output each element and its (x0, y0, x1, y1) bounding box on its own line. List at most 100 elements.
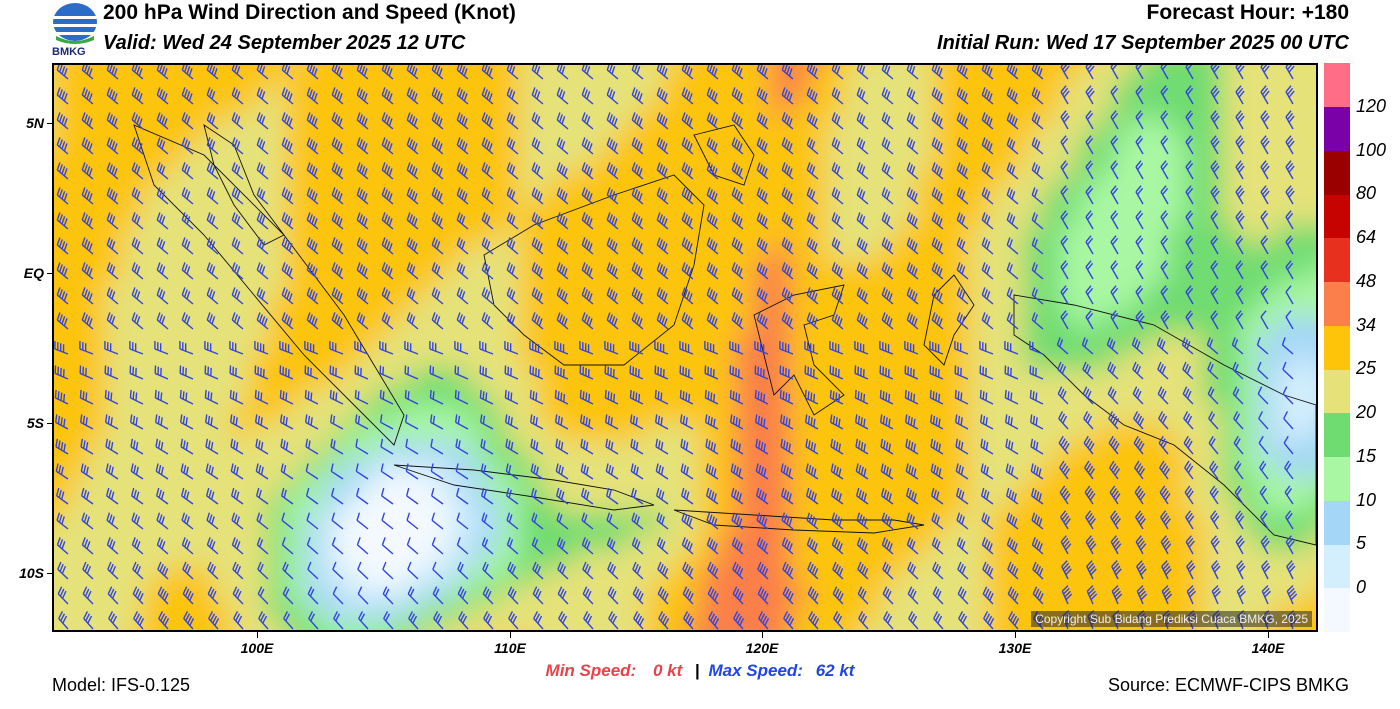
wind-barb (1235, 85, 1245, 105)
wind-barb (781, 162, 794, 180)
wind-barb (431, 212, 444, 230)
wind-barb (281, 187, 294, 205)
wind-barb (1005, 487, 1019, 505)
wind-barb (55, 487, 69, 505)
colorbar-label: 34 (1356, 314, 1377, 335)
wind-barb (455, 438, 469, 455)
wind-barb (1110, 65, 1119, 80)
wind-barb (906, 537, 919, 555)
wind-barb (531, 212, 544, 230)
wind-barb (56, 312, 69, 330)
wind-barb (581, 312, 594, 330)
wind-barb (306, 137, 319, 155)
wind-barb (131, 212, 144, 230)
wind-barb (906, 237, 919, 255)
wind-barb (1260, 110, 1270, 130)
wind-barb (1235, 65, 1245, 80)
wind-barb (931, 112, 944, 130)
coastline (393, 464, 655, 511)
wind-barb (529, 414, 544, 430)
wind-barb (1285, 185, 1295, 205)
wind-barb (456, 512, 469, 530)
wind-barb (481, 212, 494, 230)
wind-barb (629, 365, 644, 380)
wind-barb (681, 212, 694, 230)
wind-barb (1135, 535, 1147, 555)
wind-barb (654, 389, 669, 405)
wind-barb (381, 65, 394, 80)
wind-barb (1285, 510, 1294, 530)
wind-barb (680, 487, 694, 505)
wind-barb (1134, 485, 1146, 505)
wind-barb (1131, 337, 1144, 355)
wind-barb (1285, 285, 1294, 305)
wind-barb (356, 212, 369, 230)
wind-barb (305, 438, 319, 455)
wind-barb (307, 561, 319, 580)
wind-barb (330, 487, 344, 505)
wind-barb (1133, 435, 1145, 455)
wind-barb (1136, 585, 1148, 605)
wind-barb (780, 463, 794, 480)
wind-barb (255, 463, 269, 480)
wind-barb (1285, 310, 1294, 330)
wind-barb (1210, 160, 1220, 180)
wind-barb (331, 187, 344, 205)
wind-barb (704, 341, 719, 355)
wind-barb (156, 65, 169, 80)
wind-barb (981, 287, 994, 305)
wind-barb (555, 438, 569, 455)
wind-barb (656, 187, 669, 205)
wind-barb (181, 65, 194, 80)
wind-barb (355, 463, 369, 480)
wind-barb (829, 414, 844, 430)
wind-barb (179, 365, 194, 380)
wind-barb (1210, 535, 1220, 555)
wind-barb (781, 112, 794, 130)
wind-barb (1132, 386, 1144, 405)
wind-barb (206, 537, 219, 555)
lon-tick (257, 632, 258, 638)
wind-barb (1135, 235, 1144, 255)
wind-barb (531, 187, 544, 205)
wind-barb (579, 414, 594, 430)
wind-barb (1259, 460, 1269, 480)
lon-tick (1015, 632, 1016, 638)
wind-barb (904, 389, 919, 405)
wind-barb (454, 365, 469, 380)
wind-barb (1109, 485, 1121, 505)
wind-barb (906, 212, 919, 230)
wind-barb (206, 162, 219, 180)
wind-barb (856, 262, 869, 280)
wind-barb (1285, 160, 1295, 180)
wind-barb (1256, 337, 1269, 355)
wind-barb (307, 586, 319, 605)
wind-barb (306, 262, 319, 280)
wind-barb (581, 262, 594, 280)
wind-barb (181, 162, 194, 180)
wind-barb (732, 586, 744, 605)
wind-barb (1260, 160, 1270, 180)
wind-barb (456, 212, 469, 230)
wind-barb (82, 586, 94, 605)
wind-barb (254, 414, 269, 430)
wind-barb (681, 312, 694, 330)
wind-barb (54, 389, 69, 405)
wind-barb (354, 414, 369, 430)
wind-barb (1135, 260, 1144, 280)
copyright-note: Copyright Sub Bidang Prediksi Cuaca BMKG… (1031, 611, 1312, 627)
wind-barb (56, 262, 69, 280)
wind-barb (857, 586, 869, 605)
wind-barb (958, 611, 969, 630)
wind-barb (231, 262, 244, 280)
wind-barb (1160, 65, 1169, 80)
model-name: Model: IFS-0.125 (52, 675, 191, 695)
wind-barb (981, 112, 994, 130)
wind-barb (906, 65, 919, 80)
wind-barb (281, 287, 294, 305)
wind-barb (532, 561, 544, 580)
colorbar-segment (1324, 150, 1350, 195)
wind-barb (254, 365, 269, 380)
wind-barb (706, 537, 719, 555)
wind-barb (508, 611, 519, 630)
